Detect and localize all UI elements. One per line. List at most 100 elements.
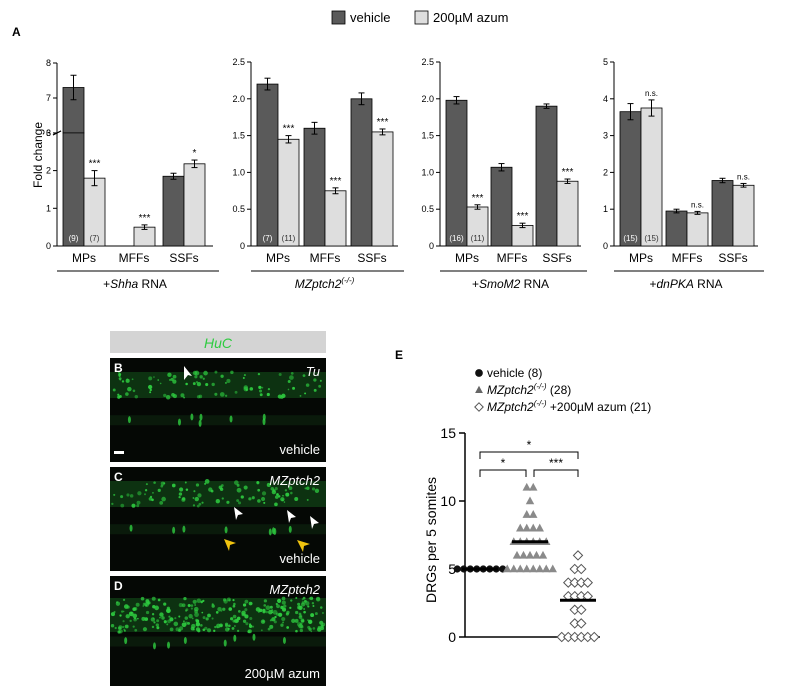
huc-cell <box>166 608 171 614</box>
bar <box>490 166 513 247</box>
huc-cell <box>134 395 139 399</box>
group-label-prefix: + <box>649 277 656 291</box>
marker-triangle <box>516 564 525 573</box>
huc-cell <box>205 382 209 387</box>
huc-cell <box>233 480 239 485</box>
huc-cell <box>288 525 292 533</box>
huc-cell <box>255 607 261 612</box>
huc-cell <box>201 501 204 504</box>
marker-triangle <box>535 523 544 532</box>
y-tick-label: 2.5 <box>421 57 434 67</box>
huc-cell <box>118 375 121 378</box>
huc-cell <box>211 382 215 387</box>
marker-triangle <box>509 564 518 573</box>
huc-cell <box>232 599 235 602</box>
huc-cell <box>317 625 322 630</box>
scatter-legend-label: MZptch2(-/-) +200µM azum (21) <box>487 399 651 414</box>
bar <box>162 175 185 247</box>
marker-triangle <box>535 564 544 573</box>
huc-cell <box>259 393 263 397</box>
huc-cell <box>142 605 145 607</box>
legend-superscript: (-/-) <box>534 399 547 408</box>
marker-circle <box>475 369 483 377</box>
huc-cell <box>134 617 137 620</box>
huc-cell <box>236 616 241 621</box>
bar <box>277 138 300 247</box>
huc-cell <box>214 625 217 629</box>
group-label-prefix: + <box>472 277 479 291</box>
scatter-legend-item: MZptch2(-/-) (28) <box>475 382 571 397</box>
marker-triangle <box>522 564 531 573</box>
huc-cell <box>302 596 306 600</box>
huc-cell <box>111 502 114 506</box>
huc-cell <box>287 379 291 384</box>
huc-cell <box>262 610 266 614</box>
y-tick-label: 15 <box>440 425 456 441</box>
huc-cell <box>313 378 317 382</box>
huc-cell <box>262 418 266 426</box>
huc-cell <box>214 392 218 396</box>
huc-cell <box>282 636 286 644</box>
huc-cell <box>244 599 249 604</box>
huc-cell <box>148 376 153 381</box>
treatment-label: vehicle <box>280 442 320 457</box>
huc-cell <box>240 495 244 499</box>
huc-cell <box>120 503 125 508</box>
huc-cell <box>177 418 181 426</box>
huc-cell <box>289 375 294 380</box>
huc-cell <box>269 605 273 609</box>
huc-cell <box>242 619 247 623</box>
white-arrowhead-icon <box>184 366 192 380</box>
group-label-italic: dnPKA <box>656 277 693 291</box>
legend-italic: MZptch2 <box>487 383 534 397</box>
huc-cell <box>243 386 249 392</box>
huc-cell <box>271 611 274 614</box>
huc-cell <box>271 609 274 612</box>
bar-chart-A2: 0 0.5 1.0 1.5 2.0 2.5 MPs MFFs SSFs *** *** *** (7) (… <box>232 57 404 291</box>
huc-cell <box>220 610 223 612</box>
huc-cell <box>265 605 271 611</box>
marker-triangle <box>522 510 531 518</box>
bar-chart-A4: 0 1 2 3 4 5 MPs MFFs SSFs n.s. n.s. n.s. (15) (15) +dn… <box>603 57 764 291</box>
huc-cell <box>167 641 171 649</box>
y-tick-label: 4 <box>603 94 608 104</box>
huc-cell <box>257 372 261 376</box>
n-label: (7) <box>90 234 100 243</box>
huc-cell <box>306 498 309 501</box>
marker-triangle <box>475 385 483 393</box>
huc-cell <box>132 389 136 393</box>
category-label: SSFs <box>718 251 747 265</box>
huc-cell <box>251 625 255 628</box>
group-label: MZptch2(-/-) <box>295 276 355 291</box>
huc-cell <box>130 611 133 615</box>
n-label: (7) <box>263 234 273 243</box>
huc-cell <box>237 610 241 613</box>
significance-label: n.s. <box>737 172 750 181</box>
huc-cell <box>122 610 125 613</box>
huc-cell <box>178 492 183 496</box>
huc-cell <box>257 488 261 492</box>
huc-cell <box>266 392 270 397</box>
huc-cell <box>215 499 221 504</box>
genotype-label: Tu <box>306 364 320 379</box>
white-arrowhead-icon <box>287 510 296 523</box>
y-tick-label: 1.5 <box>232 131 245 141</box>
huc-cell <box>179 487 184 492</box>
huc-cell <box>202 616 206 619</box>
y-tick-label: 0.5 <box>421 204 434 214</box>
huc-cell <box>268 609 273 615</box>
huc-cell <box>125 614 130 619</box>
huc-cell <box>184 481 187 484</box>
huc-cell <box>322 612 324 614</box>
huc-cell <box>144 493 147 496</box>
y-tick-label: 0 <box>448 629 456 645</box>
huc-cell <box>182 525 186 533</box>
huc-cell <box>220 374 224 378</box>
huc-cell <box>228 599 231 602</box>
micrograph-panels: HuC B Tu vehicle C MZptch2 vehicle D MZptch2 200µ… <box>110 331 326 686</box>
significance-label: *** <box>549 456 563 470</box>
bar <box>665 210 688 247</box>
huc-cell <box>137 617 139 620</box>
huc-cell <box>118 373 122 376</box>
